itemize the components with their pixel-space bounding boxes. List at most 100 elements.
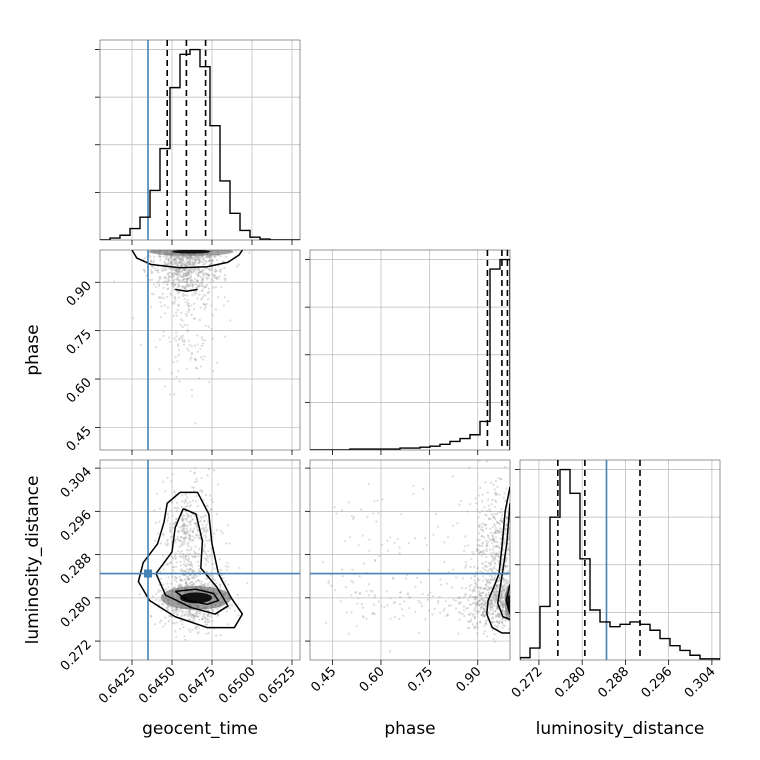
sample-point xyxy=(473,585,476,588)
sample-point xyxy=(229,603,232,606)
sample-point xyxy=(214,276,217,279)
sample-point xyxy=(490,586,493,589)
sample-point xyxy=(161,554,165,557)
sample-point xyxy=(193,576,197,579)
sample-point xyxy=(487,537,490,540)
sample-point xyxy=(190,356,193,359)
sample-point xyxy=(187,268,190,271)
sample-point xyxy=(499,596,502,599)
sample-point xyxy=(196,505,200,508)
sample-point xyxy=(420,604,424,608)
sample-point xyxy=(468,466,471,469)
sample-point xyxy=(145,274,148,277)
sample-point xyxy=(186,615,190,618)
sample-point xyxy=(183,294,186,297)
sample-point xyxy=(164,262,168,266)
sample-point xyxy=(182,277,186,280)
sample-point xyxy=(398,617,401,621)
sample-point xyxy=(493,593,496,596)
sample-point xyxy=(482,611,485,614)
sample-point xyxy=(191,614,194,617)
sample-point xyxy=(184,268,188,271)
sample-point xyxy=(186,543,189,546)
sample-point xyxy=(189,270,193,274)
sample-point xyxy=(488,567,492,571)
sample-point xyxy=(171,273,174,276)
sample-point xyxy=(472,596,475,599)
sample-point xyxy=(449,604,452,607)
sample-point xyxy=(182,523,185,526)
sample-point xyxy=(498,578,501,581)
sample-point xyxy=(183,264,186,267)
x-tick-label-geocent_time: 0.6425 xyxy=(96,664,139,707)
sample-point xyxy=(206,255,209,258)
sample-point xyxy=(180,258,184,261)
sample-point xyxy=(162,533,165,536)
sample-point xyxy=(495,569,499,572)
sample-point xyxy=(486,581,489,584)
sample-point xyxy=(213,274,216,277)
sample-point xyxy=(347,632,350,635)
sample-point xyxy=(474,615,477,618)
sample-point xyxy=(368,538,371,541)
sample-point xyxy=(193,277,197,280)
sample-point xyxy=(458,618,461,621)
sample-point xyxy=(204,324,208,328)
sample-point xyxy=(211,274,215,277)
sample-point xyxy=(175,270,178,273)
sample-point xyxy=(175,311,178,314)
sample-point xyxy=(481,614,484,617)
y-axis-label-phase: phase xyxy=(23,324,43,375)
sample-point xyxy=(176,613,179,616)
sample-point xyxy=(174,517,178,520)
sample-point xyxy=(461,586,464,589)
sample-point xyxy=(194,612,197,615)
sample-point xyxy=(198,533,201,537)
sample-point xyxy=(165,588,168,591)
sample-point xyxy=(484,610,487,613)
sample-point xyxy=(210,498,213,501)
sample-point xyxy=(188,577,191,581)
sample-point xyxy=(415,576,419,579)
sample-point xyxy=(508,537,510,541)
sample-point xyxy=(188,309,191,312)
sample-point xyxy=(493,640,496,643)
sample-point xyxy=(216,614,220,617)
sample-point xyxy=(174,283,177,286)
sample-point xyxy=(178,280,181,283)
sample-point xyxy=(210,508,213,511)
sample-point xyxy=(479,486,482,489)
sample-point xyxy=(471,602,474,605)
sample-point xyxy=(178,258,182,261)
sample-point xyxy=(495,593,498,596)
sample-point xyxy=(190,580,194,584)
sample-point xyxy=(218,558,221,561)
sample-point xyxy=(179,268,182,271)
sample-point xyxy=(177,343,180,346)
sample-point xyxy=(193,555,196,559)
sample-point xyxy=(162,281,165,285)
y-tick-label-luminosity_distance: 0.296 xyxy=(58,508,95,545)
sample-point xyxy=(169,561,172,564)
sample-point xyxy=(480,605,483,608)
sample-point xyxy=(182,537,185,540)
sample-point xyxy=(477,604,480,607)
sample-point xyxy=(187,534,190,537)
sample-point xyxy=(215,528,218,532)
sample-point xyxy=(489,538,492,541)
sample-point xyxy=(197,273,201,276)
sample-point xyxy=(489,581,492,584)
sample-point xyxy=(228,542,231,545)
sample-point xyxy=(501,620,504,623)
sample-point xyxy=(492,597,495,600)
sample-point xyxy=(175,257,178,260)
sample-point xyxy=(499,600,502,603)
y-tick-label-luminosity_distance: 0.288 xyxy=(58,551,95,588)
sample-point xyxy=(177,255,180,258)
sample-point xyxy=(181,524,184,528)
sample-point xyxy=(184,500,187,503)
sample-point xyxy=(196,343,199,346)
sample-point xyxy=(419,601,422,604)
sample-point xyxy=(186,257,189,260)
sample-point xyxy=(186,256,190,260)
